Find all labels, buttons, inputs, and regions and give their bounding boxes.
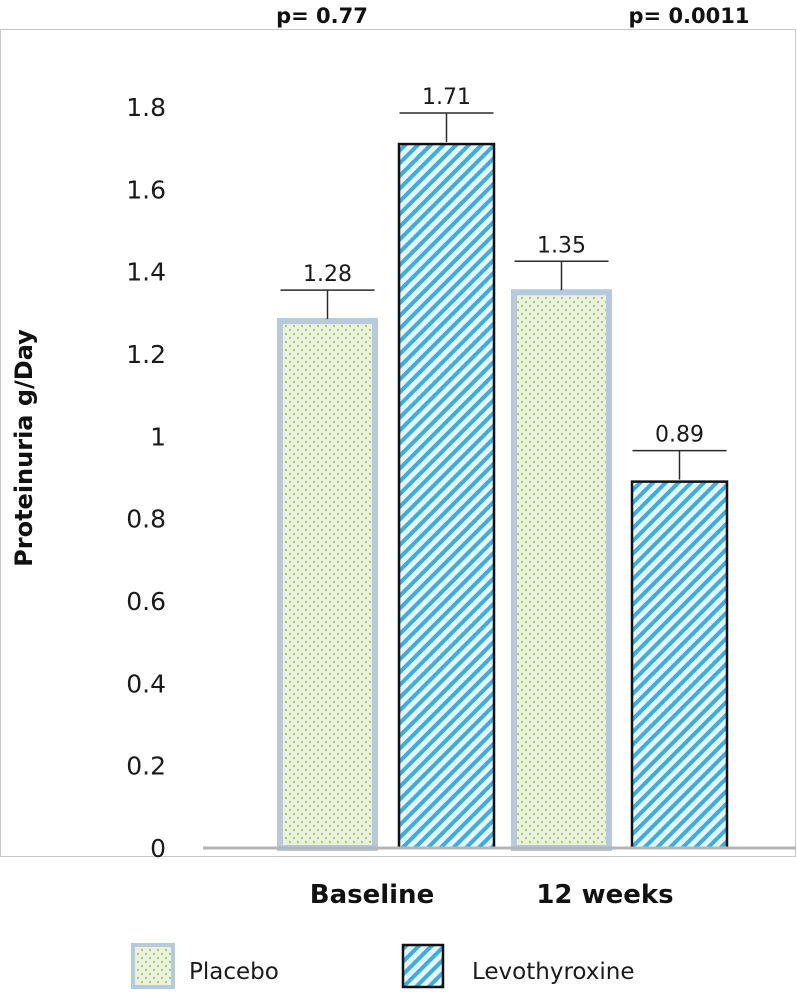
- plot-frame: [0, 29, 796, 857]
- data-label: 1.28: [303, 262, 352, 287]
- legend-swatch-placebo: [131, 943, 175, 989]
- y-tick-label: 1.2: [126, 340, 166, 369]
- y-tick-label: 1.4: [126, 258, 166, 287]
- y-axis-title: Proteinuria g/Day: [10, 329, 38, 567]
- y-tick-label: 1.8: [126, 93, 166, 122]
- y-tick-label: 1: [150, 422, 166, 451]
- legend-swatch-levothyroxine: [401, 943, 445, 989]
- data-label: 1.35: [537, 233, 586, 258]
- p-value-12-weeks: p= 0.0011: [629, 4, 750, 28]
- data-labels: 1.28 1.35 1.71 0.89: [303, 85, 704, 448]
- category-label-12-weeks: 12 weeks: [536, 880, 673, 910]
- bar-placebo-12-weeks: [511, 289, 612, 851]
- p-value-baseline: p= 0.77: [276, 4, 368, 28]
- data-label: 0.89: [655, 423, 704, 448]
- legend-label-levothyroxine: Levothyroxine: [472, 959, 635, 985]
- y-tick-label: 0: [150, 834, 166, 863]
- y-tick-label: 0.8: [126, 505, 166, 534]
- y-tick-label: 0.2: [126, 752, 166, 781]
- y-tick-label: 1.6: [126, 175, 166, 204]
- error-bars: [280, 112, 727, 480]
- y-tick-label: 0.6: [126, 587, 166, 616]
- bars: [277, 142, 729, 852]
- category-label-baseline: Baseline: [310, 880, 434, 910]
- legend-label-placebo: Placebo: [189, 959, 279, 985]
- legend: Placebo Levothyroxine: [131, 943, 635, 989]
- data-label: 1.71: [422, 85, 471, 110]
- bar-levothyroxine-baseline: [397, 142, 496, 850]
- bar-placebo-baseline: [277, 318, 378, 852]
- y-axis-ticks: 0 0.2 0.4 0.6 0.8 1 1.2 1.4 1.6 1.8: [126, 93, 166, 863]
- bar-levothyroxine-12-weeks: [630, 480, 729, 850]
- y-tick-label: 0.4: [126, 669, 166, 698]
